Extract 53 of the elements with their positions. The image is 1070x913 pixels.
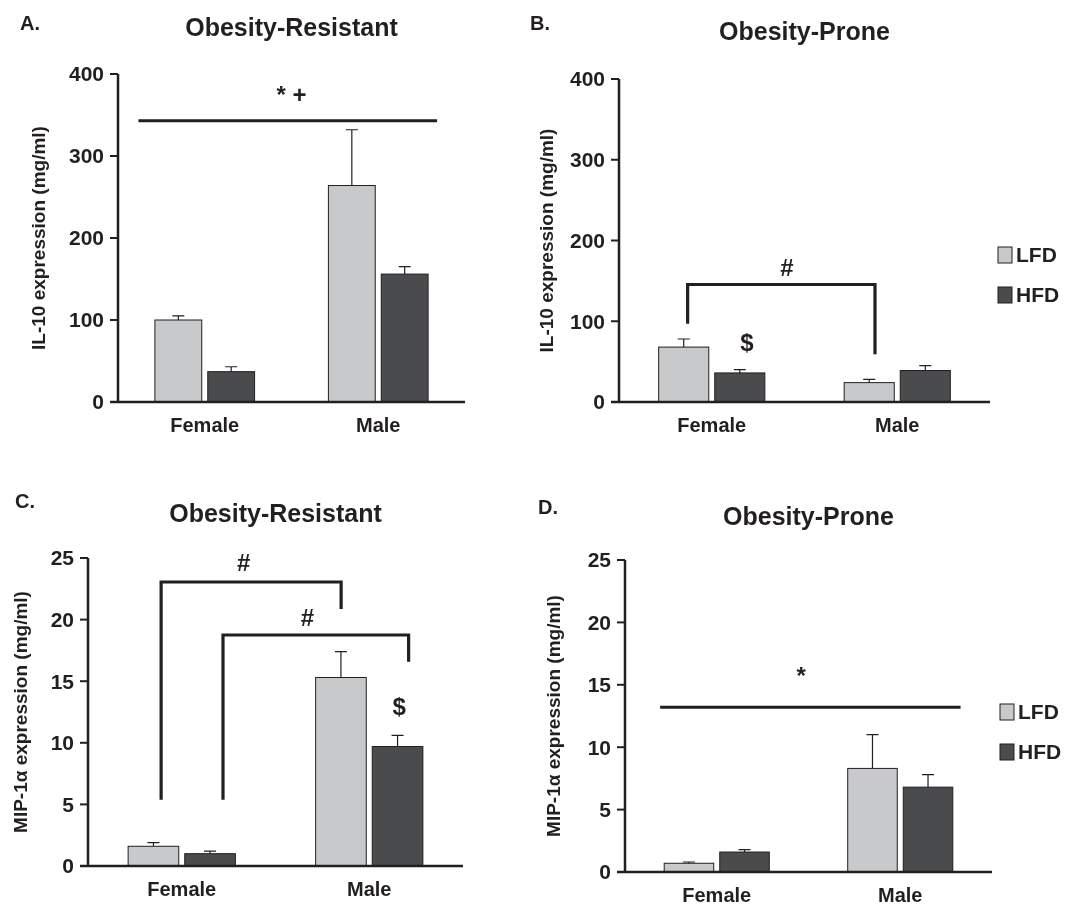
y-tick-label: 0 bbox=[62, 854, 74, 878]
legend-label: LFD bbox=[1016, 243, 1057, 267]
y-tick-label: 20 bbox=[50, 607, 74, 631]
y-tick-label: 0 bbox=[92, 390, 104, 414]
annotation: # bbox=[300, 603, 315, 631]
legend-label: HFD bbox=[1016, 283, 1060, 307]
y-tick-label: 100 bbox=[569, 309, 605, 333]
chart-title: Obesity-Prone bbox=[719, 17, 891, 45]
chart-title: Obesity-Resistant bbox=[169, 499, 383, 527]
y-tick-label: 15 bbox=[50, 669, 75, 693]
y-tick-label: 300 bbox=[569, 148, 605, 172]
y-tick-label: 5 bbox=[599, 797, 612, 821]
x-tick-label: Female bbox=[677, 414, 747, 436]
y-tick-label: 0 bbox=[593, 390, 605, 414]
legend-label: HFD bbox=[1018, 740, 1062, 764]
y-tick-label: 0 bbox=[599, 860, 611, 884]
y-tick-label: 10 bbox=[587, 735, 611, 759]
y-tick-label: 25 bbox=[50, 546, 75, 570]
y-tick-label: 200 bbox=[569, 228, 605, 252]
y-tick-label: 5 bbox=[62, 792, 75, 816]
x-tick-label: Male bbox=[347, 878, 392, 900]
x-tick-label: Female bbox=[682, 884, 752, 906]
x-tick-label: Male bbox=[878, 884, 923, 906]
y-axis-title: MIP-1α expression (mg/ml) bbox=[542, 595, 564, 837]
annotation: $ bbox=[740, 329, 755, 357]
y-tick-label: 20 bbox=[587, 610, 611, 634]
y-axis-title: IL-10 expression (mg/ml) bbox=[535, 128, 557, 353]
legend-label: LFD bbox=[1018, 700, 1059, 724]
y-tick-label: 400 bbox=[68, 62, 104, 86]
chart-title: Obesity-Resistant bbox=[185, 13, 399, 41]
y-tick-label: 100 bbox=[68, 308, 104, 332]
annotation: * + bbox=[276, 80, 307, 108]
y-tick-label: 10 bbox=[50, 731, 74, 755]
text: A. bbox=[20, 12, 40, 34]
y-tick-label: 400 bbox=[569, 67, 605, 91]
text: B. bbox=[530, 12, 550, 34]
y-tick-label: 25 bbox=[587, 548, 612, 572]
x-tick-label: Female bbox=[147, 878, 217, 900]
annotation: * bbox=[796, 662, 807, 690]
y-tick-label: 200 bbox=[68, 226, 104, 250]
annotation: # bbox=[780, 253, 794, 281]
x-tick-label: Female bbox=[170, 414, 240, 436]
y-tick-label: 15 bbox=[587, 673, 612, 697]
x-tick-label: Male bbox=[875, 414, 920, 436]
text: C. bbox=[15, 490, 35, 512]
annotation: # bbox=[236, 549, 251, 577]
y-tick-label: 300 bbox=[68, 144, 104, 168]
x-tick-label: Male bbox=[356, 414, 401, 436]
chart-title: Obesity-Prone bbox=[723, 502, 895, 530]
text: D. bbox=[538, 496, 558, 518]
annotation: $ bbox=[392, 693, 407, 721]
y-axis-title: MIP-1α expression (mg/ml) bbox=[9, 591, 31, 833]
y-axis-title: IL-10 expression (mg/ml) bbox=[27, 126, 49, 350]
